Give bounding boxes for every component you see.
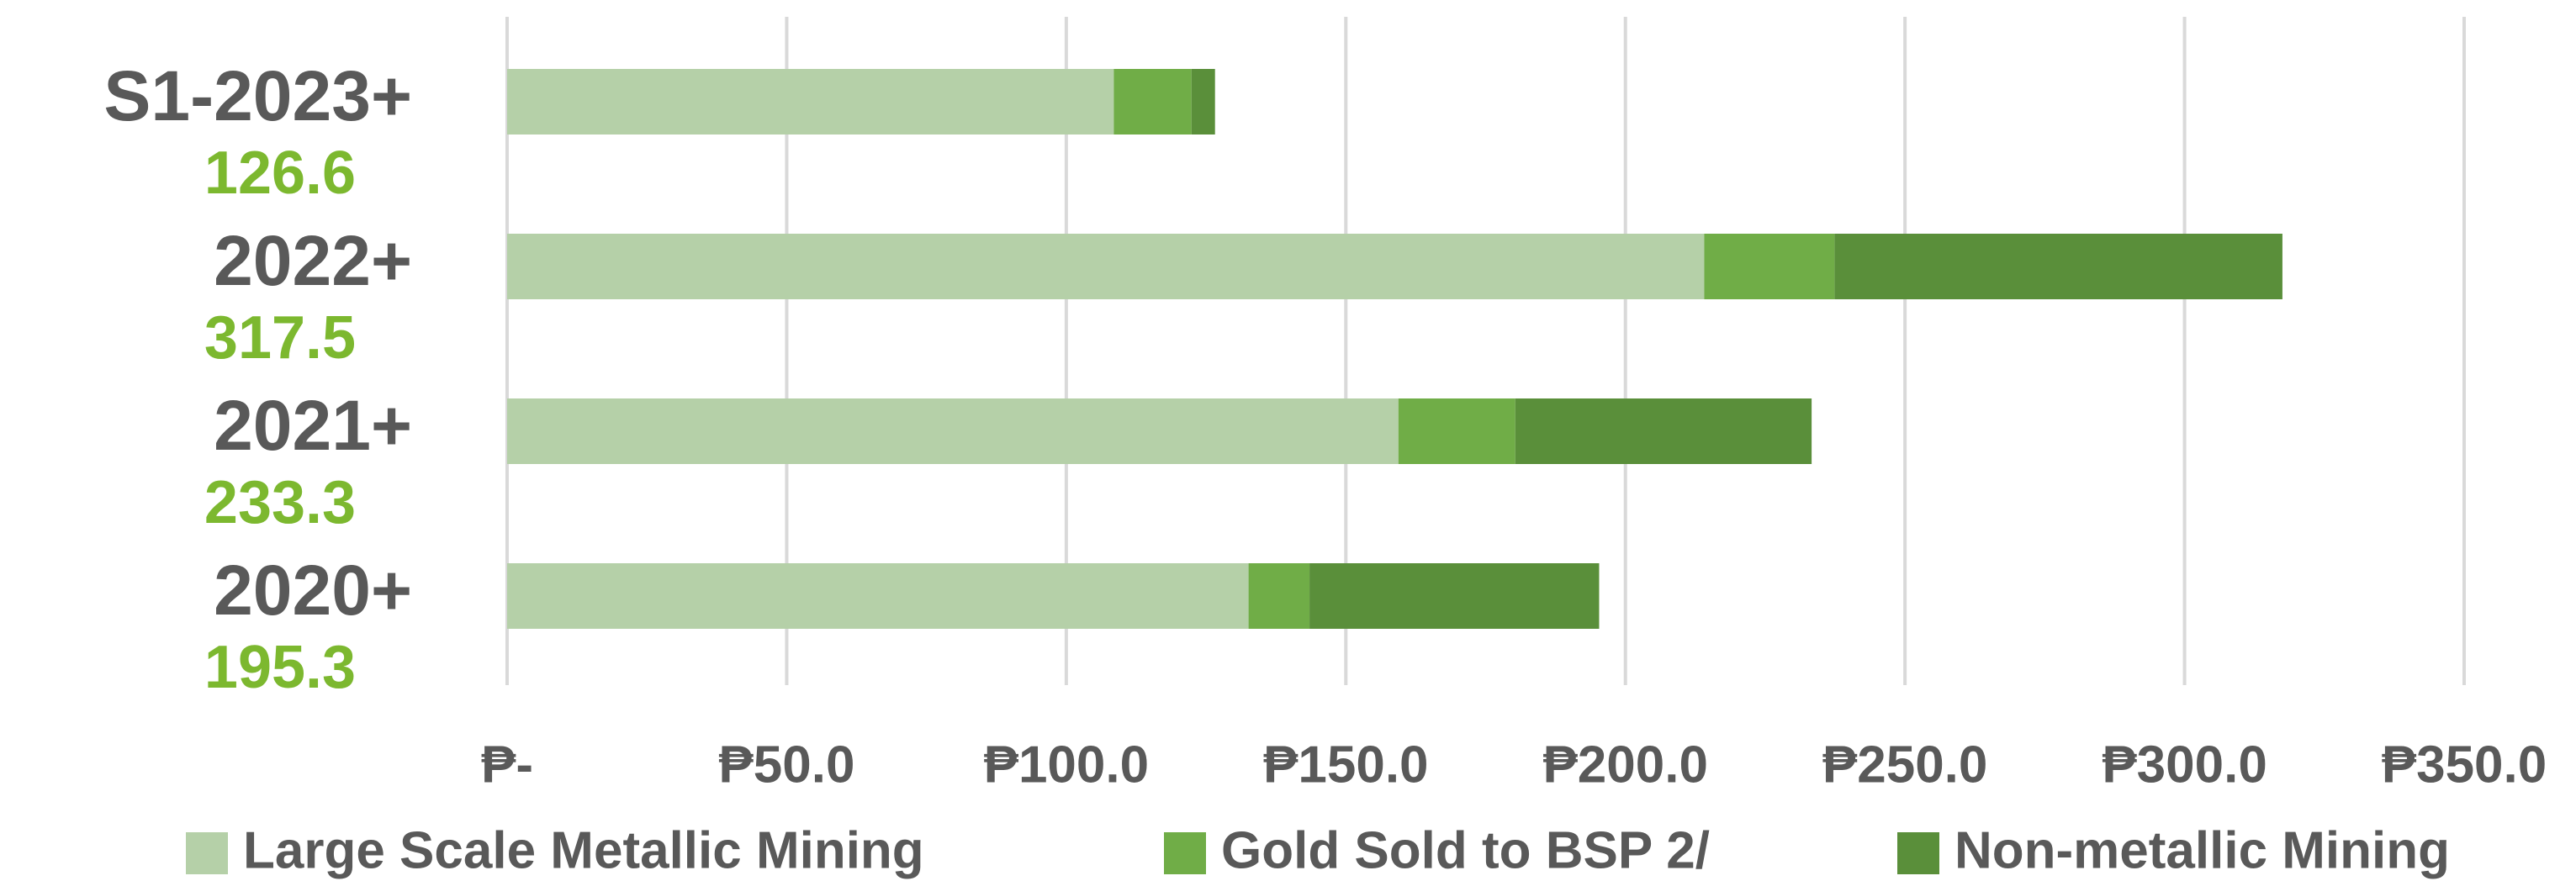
category-label: 2021+ <box>214 386 412 465</box>
x-tick-label: ₱200.0 <box>1542 736 1708 794</box>
bar-segment <box>507 234 1705 299</box>
x-tick-label: ₱350.0 <box>2382 736 2547 794</box>
category-label: S1-2023+ <box>103 56 412 135</box>
category-label: 2020+ <box>214 551 412 630</box>
bar-segment <box>1191 69 1215 135</box>
x-tick-label: ₱50.0 <box>718 736 854 794</box>
bar-segment <box>507 398 1399 464</box>
bar-segment <box>1248 563 1310 629</box>
x-tick-label: ₱- <box>481 736 533 794</box>
category-label: 2022+ <box>214 221 412 300</box>
bar-segment <box>1309 563 1600 629</box>
bar-segment <box>1398 398 1515 464</box>
legend-swatch <box>1164 832 1206 874</box>
bar-segment <box>507 69 1114 135</box>
total-label: 317.5 <box>204 304 356 372</box>
legend-swatch <box>1897 832 1939 874</box>
bar-segment <box>1113 69 1192 135</box>
bar-segment <box>1704 234 1835 299</box>
legend-swatch <box>186 832 228 874</box>
legend-label: Large Scale Metallic Mining <box>243 821 924 879</box>
x-tick-label: ₱300.0 <box>2102 736 2267 794</box>
x-tick-label: ₱250.0 <box>1822 736 1988 794</box>
legend-label: Gold Sold to BSP 2/ <box>1221 821 1710 879</box>
total-label: 195.3 <box>204 634 356 701</box>
legend-label: Non-metallic Mining <box>1954 821 2450 879</box>
bar-segment <box>507 563 1249 629</box>
bar-segment <box>1834 234 2282 299</box>
bar-segment <box>1515 398 1812 464</box>
total-label: 233.3 <box>204 469 356 536</box>
x-tick-label: ₱100.0 <box>984 736 1150 794</box>
x-tick-label: ₱150.0 <box>1263 736 1429 794</box>
total-label: 126.6 <box>204 140 356 207</box>
